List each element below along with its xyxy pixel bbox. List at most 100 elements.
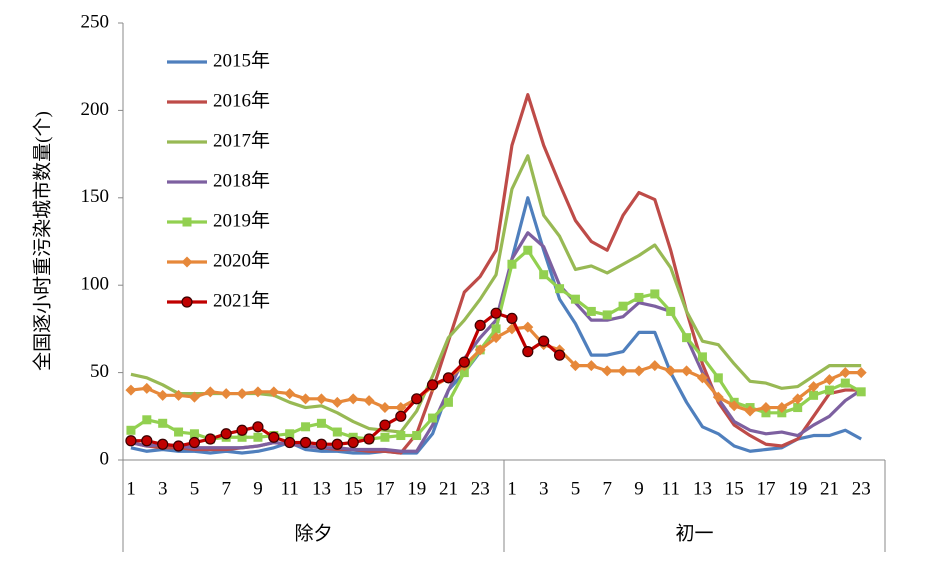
data-point [442, 372, 455, 384]
legend-marker [182, 217, 192, 227]
data-point [507, 259, 517, 269]
y-tick-label: 0 [100, 448, 110, 469]
data-point [220, 428, 232, 440]
data-point [157, 389, 169, 401]
data-point [634, 292, 644, 302]
data-point [428, 413, 438, 423]
x-tick-label: 9 [634, 478, 644, 499]
data-point [491, 324, 501, 334]
data-point [204, 386, 216, 398]
data-point [236, 388, 248, 400]
y-axis-label: 全国逐小时重污染城市数量(个) [31, 111, 53, 371]
data-point [490, 332, 502, 344]
data-point [539, 270, 549, 280]
data-point [776, 402, 788, 414]
data-point [316, 418, 326, 428]
x-tick-label: 11 [281, 478, 299, 499]
legend-label: 2015年 [213, 49, 270, 71]
data-point [253, 432, 263, 442]
data-point [760, 402, 772, 414]
data-point [300, 393, 312, 405]
data-point [538, 335, 550, 347]
data-point [395, 410, 407, 422]
data-point [268, 431, 280, 443]
data-point [301, 422, 311, 432]
data-point [823, 374, 835, 386]
x-tick-label: 3 [539, 478, 549, 499]
data-point [331, 396, 343, 408]
legend-label: 2020年 [213, 249, 270, 271]
data-point [522, 321, 534, 333]
data-point [682, 333, 692, 343]
x-tick-label: 13 [312, 478, 331, 499]
data-point [585, 360, 597, 372]
x-tick-label: 7 [602, 478, 612, 499]
data-point [395, 402, 407, 414]
data-point [840, 378, 850, 388]
data-point [380, 432, 390, 442]
data-point [252, 421, 264, 433]
x-tick-label: 11 [662, 478, 680, 499]
data-point [650, 289, 660, 299]
x-tick-label: 13 [693, 478, 712, 499]
data-point [363, 433, 375, 445]
x-tick-label: 1 [126, 478, 136, 499]
data-point [856, 387, 866, 397]
data-point [793, 403, 803, 413]
x-tick-label: 17 [756, 478, 775, 499]
data-point [617, 365, 629, 377]
data-point [474, 344, 486, 356]
data-point [443, 397, 453, 407]
data-point [523, 245, 533, 255]
x-tick-label: 5 [190, 478, 200, 499]
data-point [174, 427, 184, 437]
y-tick-label: 100 [81, 274, 110, 295]
x-tick-label: 5 [571, 478, 581, 499]
data-point [141, 382, 153, 394]
data-point [189, 429, 199, 439]
x-tick-label: 19 [407, 478, 426, 499]
x-tick-label: 15 [725, 478, 744, 499]
data-point [666, 306, 676, 316]
data-point [855, 367, 867, 379]
data-point [331, 438, 343, 450]
data-point [315, 438, 328, 450]
y-tick-label: 150 [81, 186, 110, 207]
data-point [172, 440, 185, 452]
group-label: 除夕 [294, 522, 332, 544]
data-point [712, 391, 724, 403]
x-tick-label: 21 [439, 478, 458, 499]
data-point [665, 365, 677, 377]
data-point [697, 352, 707, 362]
data-point [126, 425, 136, 435]
series-line [130, 311, 561, 448]
data-point [237, 432, 247, 442]
data-point [412, 431, 422, 441]
data-point [252, 386, 264, 398]
x-tick-label: 3 [158, 478, 168, 499]
data-point [490, 307, 502, 319]
data-point [363, 395, 375, 407]
legend-label: 2016年 [213, 89, 270, 111]
series-line [130, 231, 863, 453]
data-point [744, 405, 756, 417]
x-tick-label: 19 [788, 478, 807, 499]
data-point [347, 436, 359, 449]
data-point [696, 372, 708, 384]
x-tick-label: 7 [221, 478, 231, 499]
data-point [474, 319, 486, 332]
data-point [824, 385, 834, 395]
data-point [284, 388, 296, 400]
data-point [142, 415, 152, 425]
legend-marker [181, 296, 193, 308]
data-point [522, 346, 534, 358]
data-point [633, 365, 645, 377]
data-point [125, 384, 137, 396]
y-tick-label: 200 [81, 99, 110, 120]
data-point [459, 368, 469, 378]
data-point [379, 419, 391, 431]
group-label: 初一 [675, 522, 713, 544]
legend-label: 2017年 [213, 129, 270, 151]
x-tick-label: 23 [471, 478, 490, 499]
